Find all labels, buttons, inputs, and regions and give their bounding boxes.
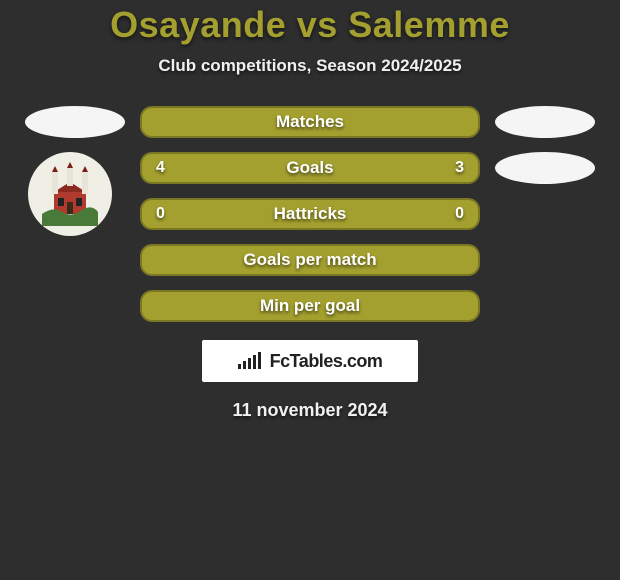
- stat-row-goals-per-match: Goals per match: [140, 244, 480, 276]
- stat-label: Hattricks: [274, 204, 347, 224]
- stat-left-value: 0: [156, 205, 168, 223]
- stat-right-value: 3: [452, 159, 464, 177]
- stat-right-value: 0: [452, 205, 464, 223]
- right-player-col: [490, 106, 610, 184]
- brand-inner: FcTables.com: [238, 351, 383, 372]
- brand-text: FcTables.com: [270, 351, 383, 372]
- stat-label: Matches: [276, 112, 344, 132]
- brand-card[interactable]: FcTables.com: [202, 340, 418, 382]
- page-subtitle: Club competitions, Season 2024/2025: [0, 56, 620, 76]
- left-player-badge: [25, 106, 125, 138]
- stat-label: Goals: [286, 158, 333, 178]
- stats-grid: Matches 4 Goals 3 0 Hattricks 0 Goals pe…: [0, 106, 620, 336]
- comparison-card: Osayande vs Salemme Club competitions, S…: [0, 0, 620, 421]
- left-player-col: [10, 106, 130, 236]
- crest-icon: [38, 162, 102, 226]
- left-club-crest: [28, 152, 112, 236]
- brand-chart-icon: [238, 351, 266, 371]
- right-player-badge: [495, 106, 595, 138]
- stat-left-value: 4: [156, 159, 168, 177]
- stat-row-matches: Matches: [140, 106, 480, 138]
- snapshot-date: 11 november 2024: [0, 400, 620, 421]
- left-club-crest-wrap: [20, 152, 120, 236]
- stat-row-hattricks: 0 Hattricks 0: [140, 198, 480, 230]
- stat-label: Goals per match: [243, 250, 376, 270]
- stat-bars: Matches 4 Goals 3 0 Hattricks 0 Goals pe…: [130, 106, 490, 336]
- stat-row-goals: 4 Goals 3: [140, 152, 480, 184]
- stat-label: Min per goal: [260, 296, 360, 316]
- stat-row-min-per-goal: Min per goal: [140, 290, 480, 322]
- page-title: Osayande vs Salemme: [0, 4, 620, 46]
- right-club-badge: [495, 152, 595, 184]
